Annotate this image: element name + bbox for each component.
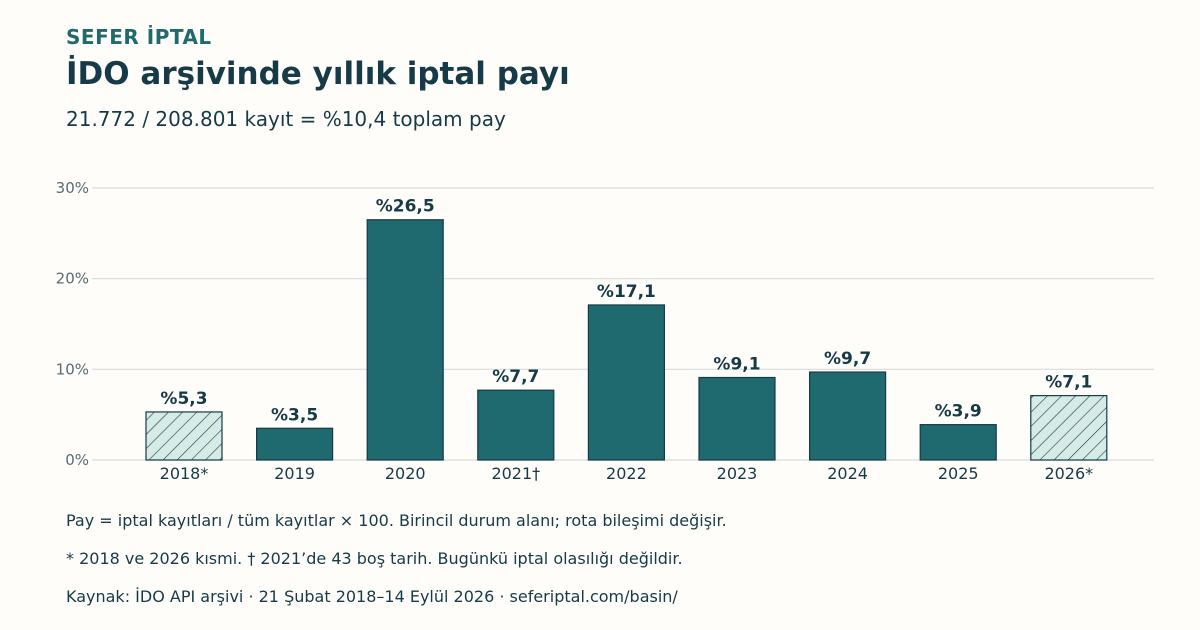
y-tick-label: 0% bbox=[65, 451, 89, 469]
x-category-label: 2025 bbox=[938, 464, 979, 483]
bar-chart: 0% 10% 20% 30% %5,3 2018* %3,5 2019 %26,5 2020 %7… bbox=[56, 179, 1154, 483]
bar-value-label: %26,5 bbox=[376, 197, 435, 217]
chart-subtitle: 21.772 / 208.801 kayıt = %10,4 toplam pa… bbox=[66, 107, 506, 131]
source-note: Kaynak: İDO API arşivi · 21 Şubat 2018–1… bbox=[66, 587, 678, 606]
x-category-label: 2021† bbox=[491, 464, 540, 483]
bar-partial-year bbox=[1030, 395, 1108, 461]
caveat-note: * 2018 ve 2026 kısmi. † 2021’de 43 boş t… bbox=[66, 549, 683, 568]
y-tick-label: 20% bbox=[56, 270, 89, 288]
definition-note: Pay = iptal kayıtları / tüm kayıtlar × 1… bbox=[66, 511, 727, 530]
x-category-label: 2019 bbox=[274, 464, 315, 483]
bar-partial-year bbox=[145, 411, 223, 461]
bar-value-label: %3,9 bbox=[935, 402, 982, 422]
bar bbox=[698, 376, 776, 461]
bar-value-label: %3,5 bbox=[271, 405, 318, 425]
chart-eyebrow: SEFER İPTAL bbox=[66, 25, 212, 49]
bar-value-label: %9,7 bbox=[824, 349, 871, 369]
x-category-label: 2026* bbox=[1044, 464, 1093, 483]
bar bbox=[587, 304, 666, 461]
chart-title: İDO arşivinde yıllık iptal payı bbox=[66, 56, 570, 92]
y-tick-label: 10% bbox=[56, 360, 89, 378]
bar bbox=[256, 427, 334, 461]
x-category-label: 2023 bbox=[717, 464, 758, 483]
x-category-label: 2020 bbox=[385, 464, 426, 483]
bar-value-label: %17,1 bbox=[597, 282, 656, 302]
bar-value-label: %7,1 bbox=[1045, 373, 1092, 393]
bar bbox=[366, 219, 444, 461]
x-category-label: 2022 bbox=[606, 464, 647, 483]
bar bbox=[477, 389, 555, 461]
x-category-label: 2018* bbox=[160, 464, 209, 483]
bar-value-label: %7,7 bbox=[492, 367, 539, 387]
bar bbox=[919, 424, 997, 461]
bar bbox=[808, 371, 887, 461]
bar-value-label: %9,1 bbox=[713, 354, 760, 374]
y-tick-label: 30% bbox=[56, 179, 89, 197]
x-category-label: 2024 bbox=[827, 464, 868, 483]
bar-value-label: %5,3 bbox=[160, 389, 207, 409]
